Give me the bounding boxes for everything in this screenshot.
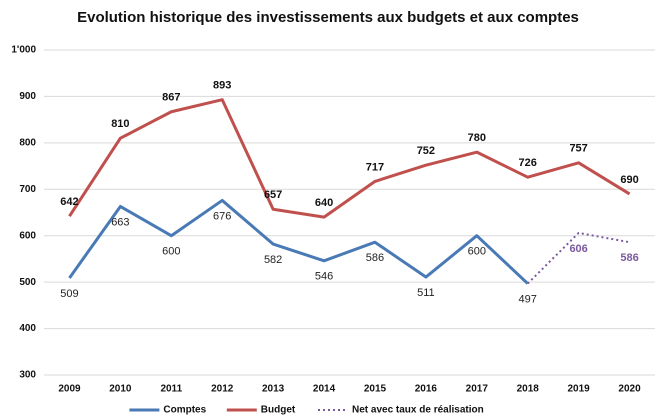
x-tick-label: 2009 (58, 384, 81, 395)
x-tick-label: 2013 (262, 384, 285, 395)
data-label: 606 (569, 243, 587, 255)
data-label: 497 (519, 293, 537, 305)
data-label: 690 (620, 174, 638, 186)
data-label: 642 (60, 196, 78, 208)
data-label: 663 (111, 216, 129, 228)
y-tick-label: 300 (19, 370, 36, 381)
data-label: 717 (366, 161, 384, 173)
x-tick-label: 2012 (211, 384, 234, 395)
data-label: 509 (60, 288, 78, 300)
y-tick-label: 600 (19, 230, 36, 241)
data-label: 893 (213, 80, 231, 92)
line-1 (68, 98, 631, 219)
x-tick-label: 2014 (313, 384, 336, 395)
y-tick-label: 700 (19, 184, 36, 195)
data-label: 676 (213, 210, 231, 222)
data-label: 586 (620, 252, 638, 264)
x-tick-label: 2016 (415, 384, 438, 395)
legend-label: Comptes (163, 405, 206, 416)
y-tick-label: 400 (19, 323, 36, 334)
y-tick-label: 800 (19, 137, 36, 148)
data-label: 757 (569, 143, 587, 155)
data-label: 546 (315, 271, 333, 283)
x-tick-label: 2018 (517, 384, 540, 395)
x-tick-label: 2019 (568, 384, 591, 395)
x-tick-label: 2011 (160, 384, 182, 395)
line-0 (68, 198, 529, 285)
data-label: 867 (162, 92, 180, 104)
data-label: 582 (264, 254, 282, 266)
data-label: 780 (468, 132, 486, 144)
data-label: 600 (162, 246, 180, 258)
y-tick-label: 1'000 (11, 45, 36, 56)
data-label: 511 (417, 287, 435, 299)
x-tick-label: 2017 (466, 384, 489, 395)
data-label: 752 (417, 145, 435, 157)
data-label: 657 (264, 189, 282, 201)
legend-label: Budget (261, 405, 296, 416)
y-tick-label: 500 (19, 277, 36, 288)
data-label: 810 (111, 118, 129, 130)
x-tick-label: 2020 (618, 384, 641, 395)
chart-title: Evolution historique des investissements… (77, 9, 579, 26)
y-tick-label: 900 (19, 91, 36, 102)
line-2 (527, 231, 630, 285)
x-tick-label: 2015 (364, 384, 387, 395)
data-label: 726 (519, 157, 537, 169)
legend-label: Net avec taux de réalisation (352, 405, 484, 416)
data-label: 600 (468, 246, 486, 258)
data-label: 586 (366, 252, 384, 264)
data-label: 640 (315, 197, 333, 209)
x-tick-label: 2010 (109, 384, 132, 395)
